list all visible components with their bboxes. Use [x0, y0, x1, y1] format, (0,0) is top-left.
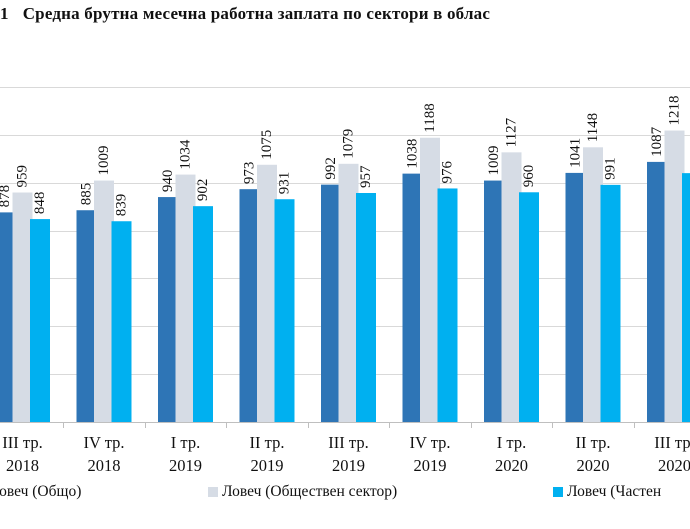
x-tick-label: III тр.	[2, 433, 42, 452]
data-label: 1218	[667, 96, 683, 126]
bar	[158, 197, 178, 422]
bar	[30, 219, 50, 422]
data-label: 1009	[486, 146, 502, 176]
bar	[402, 173, 423, 422]
data-label: 1041	[568, 138, 584, 168]
data-label: 902	[195, 179, 211, 202]
data-label: 1075	[259, 130, 275, 160]
data-label: 885	[79, 183, 95, 206]
bar	[501, 152, 522, 422]
data-label: 1127	[504, 117, 520, 147]
legend-item-total: Ловеч (Общо)	[0, 483, 81, 501]
bar	[76, 210, 97, 422]
data-label: 1188	[422, 103, 438, 132]
bar	[12, 192, 33, 422]
data-label: 1079	[341, 129, 357, 159]
data-label: 1034	[178, 139, 194, 170]
x-tick-label: 2020	[495, 456, 528, 475]
bar	[274, 199, 295, 422]
bar	[338, 163, 359, 422]
bar	[583, 147, 603, 423]
data-label: 992	[323, 157, 339, 180]
data-label: 959	[15, 165, 31, 188]
bar	[600, 184, 621, 422]
data-label: 960	[521, 165, 537, 188]
bar	[682, 173, 690, 422]
bar	[111, 221, 132, 422]
x-tick-label: I тр.	[497, 433, 526, 452]
x-tick-label: 2018	[88, 456, 121, 475]
chart-title-number: 1	[0, 4, 9, 23]
x-tick-label: 2019	[169, 456, 202, 475]
x-tick-label: III тр.	[328, 433, 368, 452]
bar	[437, 188, 458, 422]
x-tick-label: 2018	[6, 456, 39, 475]
data-label: 848	[32, 192, 48, 215]
data-label: 991	[603, 157, 619, 180]
chart-title: 1 Средна брутна месечна работна заплата п…	[0, 4, 490, 24]
bar	[321, 184, 341, 422]
data-label: 931	[277, 172, 293, 195]
bar	[257, 164, 277, 422]
x-tick-label: II тр.	[250, 433, 285, 452]
legend: Ловеч (Общо) Ловеч (Обществен сектор) Ло…	[0, 483, 690, 503]
x-tick-label: IV тр.	[83, 433, 124, 452]
data-label: 1087	[649, 126, 665, 157]
bar	[356, 193, 376, 422]
data-label: 940	[160, 170, 176, 193]
data-label: 973	[242, 162, 258, 185]
x-tick-label: III тр.	[654, 433, 690, 452]
bar	[484, 180, 504, 422]
legend-swatch-private	[553, 487, 563, 497]
bar	[565, 172, 586, 422]
x-tick-label: II тр.	[576, 433, 611, 452]
bars	[0, 130, 690, 423]
legend-swatch-public	[208, 487, 218, 497]
legend-label-public: Ловеч (Обществен сектор)	[222, 483, 398, 500]
x-tick-label: 2020	[577, 456, 610, 475]
legend-item-private: Ловеч (Частен	[553, 483, 661, 501]
legend-label-private: Ловеч (Частен	[567, 483, 662, 500]
bar	[664, 130, 685, 423]
data-label: 976	[440, 160, 456, 183]
data-label: 1009	[96, 146, 112, 176]
bar	[519, 192, 539, 422]
x-tick-label: IV тр.	[409, 433, 450, 452]
x-tick-label: 2019	[251, 456, 284, 475]
bar	[239, 189, 260, 422]
data-label: 1038	[405, 139, 421, 169]
x-tick-label: I тр.	[171, 433, 200, 452]
data-label: 1148	[585, 113, 601, 142]
chart-title-text: Средна брутна месечна работна заплата по…	[22, 4, 491, 23]
data-label: 839	[114, 194, 130, 217]
legend-item-public: Ловеч (Обществен сектор)	[208, 483, 397, 501]
x-axis: III тр. 2018 IV тр. 2018 I тр. 2019 II тр. 2019…	[0, 422, 690, 475]
bar	[420, 137, 440, 422]
data-label: 878	[0, 185, 13, 208]
bar	[0, 212, 15, 422]
bar	[193, 206, 213, 422]
bar	[175, 174, 196, 422]
x-tick-label: 2019	[414, 456, 447, 475]
bar	[647, 161, 667, 422]
bar	[94, 180, 114, 422]
x-tick-label: 2019	[332, 456, 365, 475]
x-tick-label: 2020	[658, 456, 690, 475]
legend-label-total: Ловеч (Общо)	[0, 483, 82, 500]
data-label: 957	[358, 165, 374, 188]
